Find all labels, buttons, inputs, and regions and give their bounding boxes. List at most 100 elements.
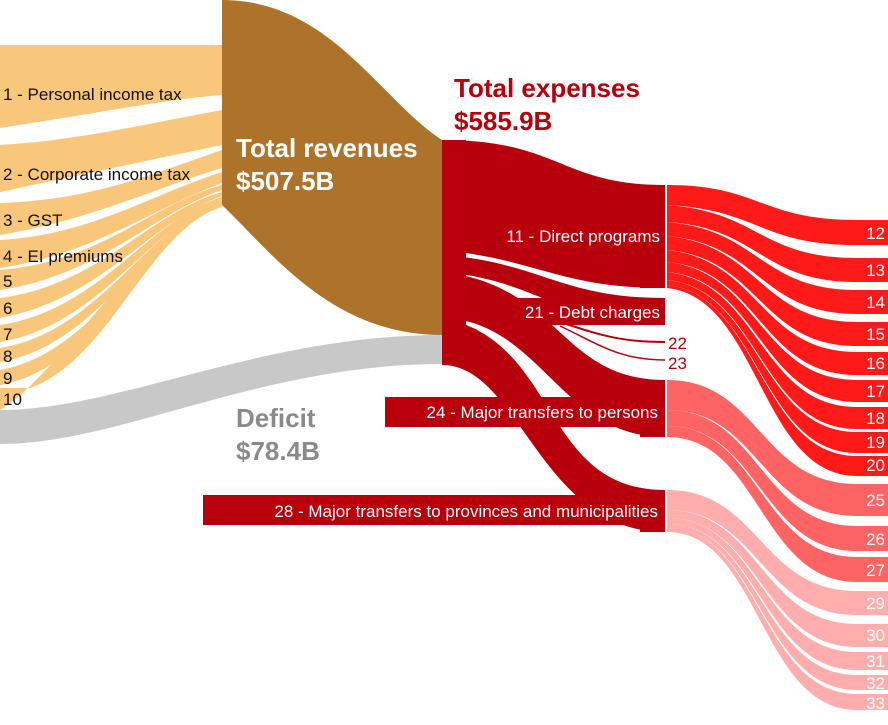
label-debt-22: 22 bbox=[668, 334, 687, 353]
flow-20 bbox=[667, 285, 857, 476]
flow-8 bbox=[0, 201, 222, 362]
flow-corporate-income-tax bbox=[0, 110, 222, 192]
label-revenue-7: 7 bbox=[3, 325, 12, 344]
total-expenses-label: Total expenses $585.9B bbox=[454, 73, 640, 136]
total-revenues-value: $507.5B bbox=[236, 166, 334, 196]
flow-33 bbox=[667, 528, 857, 710]
outflow-nodes bbox=[857, 220, 888, 710]
node-29 bbox=[857, 591, 888, 615]
node-27 bbox=[857, 557, 888, 582]
transfers-persons-label-bg bbox=[385, 397, 665, 427]
label-14: 14 bbox=[866, 293, 885, 312]
total-revenues-title: Total revenues bbox=[236, 133, 418, 163]
label-revenue-10: 10 bbox=[3, 390, 22, 409]
label-17: 17 bbox=[866, 382, 885, 401]
label-30: 30 bbox=[866, 626, 885, 645]
flow-12 bbox=[667, 185, 857, 245]
flow-9 bbox=[0, 204, 222, 385]
total-revenues-node bbox=[222, 0, 442, 335]
flow-7 bbox=[0, 197, 222, 342]
node-31 bbox=[857, 652, 888, 670]
label-debt-23: 23 bbox=[668, 354, 687, 373]
label-transfers-provinces: 28 - Major transfers to provinces and mu… bbox=[274, 502, 658, 521]
node-17 bbox=[857, 380, 888, 402]
transfers-provinces-label-bg bbox=[203, 495, 665, 525]
node-18 bbox=[857, 407, 888, 429]
flow-6 bbox=[0, 192, 222, 318]
flow-13 bbox=[667, 205, 857, 282]
revenue-flows bbox=[0, 0, 442, 444]
label-debt-charges: 21 - Debt charges bbox=[525, 303, 660, 322]
node-13 bbox=[857, 258, 888, 282]
label-16: 16 bbox=[866, 354, 885, 373]
node-direct-programs bbox=[640, 185, 665, 288]
label-33: 33 bbox=[866, 694, 885, 713]
node-26 bbox=[857, 526, 888, 551]
label-revenue-4: 4 - EI premiums bbox=[3, 247, 123, 266]
label-26: 26 bbox=[866, 530, 885, 549]
flow-32 bbox=[667, 524, 857, 690]
node-19 bbox=[857, 432, 888, 453]
node-30 bbox=[857, 624, 888, 647]
expense-flows bbox=[442, 140, 666, 532]
label-29: 29 bbox=[866, 594, 885, 613]
node-25 bbox=[857, 484, 888, 516]
total-expenses-title: Total expenses bbox=[454, 73, 640, 103]
flow-debt-22 bbox=[559, 321, 666, 343]
flow-29 bbox=[667, 490, 857, 615]
node-16 bbox=[857, 352, 888, 375]
label-32: 32 bbox=[866, 674, 885, 693]
outflow-bands bbox=[667, 185, 857, 710]
flow-31 bbox=[667, 518, 857, 670]
flow-30 bbox=[667, 510, 857, 647]
label-12: 12 bbox=[866, 224, 885, 243]
label-31: 31 bbox=[866, 652, 885, 671]
flow-direct-programs bbox=[442, 140, 665, 288]
flow-deficit bbox=[0, 335, 442, 444]
flow-18 bbox=[667, 272, 857, 429]
revenue-labels: 1 - Personal income tax 2 - Corporate in… bbox=[3, 85, 191, 409]
flow-14 bbox=[667, 222, 857, 314]
label-27: 27 bbox=[866, 561, 885, 580]
label-revenue-5: 5 bbox=[3, 272, 12, 291]
flow-19 bbox=[667, 280, 857, 453]
flow-ei-premiums bbox=[0, 172, 222, 268]
flow-16 bbox=[667, 250, 857, 375]
flow-27 bbox=[667, 426, 857, 582]
flow-personal-income-tax bbox=[0, 45, 222, 128]
flow-debt-23 bbox=[559, 325, 666, 361]
node-32 bbox=[857, 675, 888, 690]
deficit-title: Deficit bbox=[236, 403, 316, 433]
label-18: 18 bbox=[866, 409, 885, 428]
flow-26 bbox=[667, 410, 857, 551]
label-revenue-3: 3 - GST bbox=[3, 211, 63, 230]
label-19: 19 bbox=[866, 433, 885, 452]
flow-17 bbox=[667, 262, 857, 402]
label-direct-programs: 11 - Direct programs bbox=[506, 227, 660, 246]
expense-category-labels: 11 - Direct programs 21 - Debt charges 2… bbox=[203, 227, 665, 525]
outflow-labels: 12 13 14 15 16 17 18 19 20 25 26 27 29 3… bbox=[866, 224, 885, 713]
flow-5 bbox=[0, 185, 222, 290]
label-revenue-2: 2 - Corporate income tax bbox=[3, 165, 191, 184]
label-revenue-9: 9 bbox=[3, 369, 12, 388]
flow-25 bbox=[667, 380, 857, 516]
debt-charges-label-bg bbox=[500, 298, 665, 325]
flow-15 bbox=[667, 236, 857, 346]
node-33 bbox=[857, 694, 888, 710]
label-revenue-6: 6 bbox=[3, 299, 12, 318]
label-revenue-1: 1 - Personal income tax bbox=[3, 85, 182, 104]
node-20 bbox=[857, 456, 888, 476]
node-12 bbox=[857, 220, 888, 245]
node-15 bbox=[857, 322, 888, 346]
label-15: 15 bbox=[866, 325, 885, 344]
total-revenues-label: Total revenues $507.5B bbox=[236, 133, 418, 196]
total-expenses-value: $585.9B bbox=[454, 106, 552, 136]
label-transfers-persons: 24 - Major transfers to persons bbox=[427, 403, 658, 422]
flow-gst bbox=[0, 150, 222, 235]
label-20: 20 bbox=[866, 456, 885, 475]
flow-10 bbox=[0, 200, 222, 410]
label-revenue-8: 8 bbox=[3, 347, 12, 366]
flow-transfers-persons bbox=[442, 272, 665, 437]
label-25: 25 bbox=[866, 491, 885, 510]
